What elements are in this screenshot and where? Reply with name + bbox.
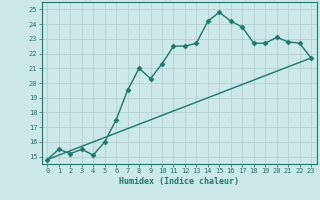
X-axis label: Humidex (Indice chaleur): Humidex (Indice chaleur) (119, 177, 239, 186)
